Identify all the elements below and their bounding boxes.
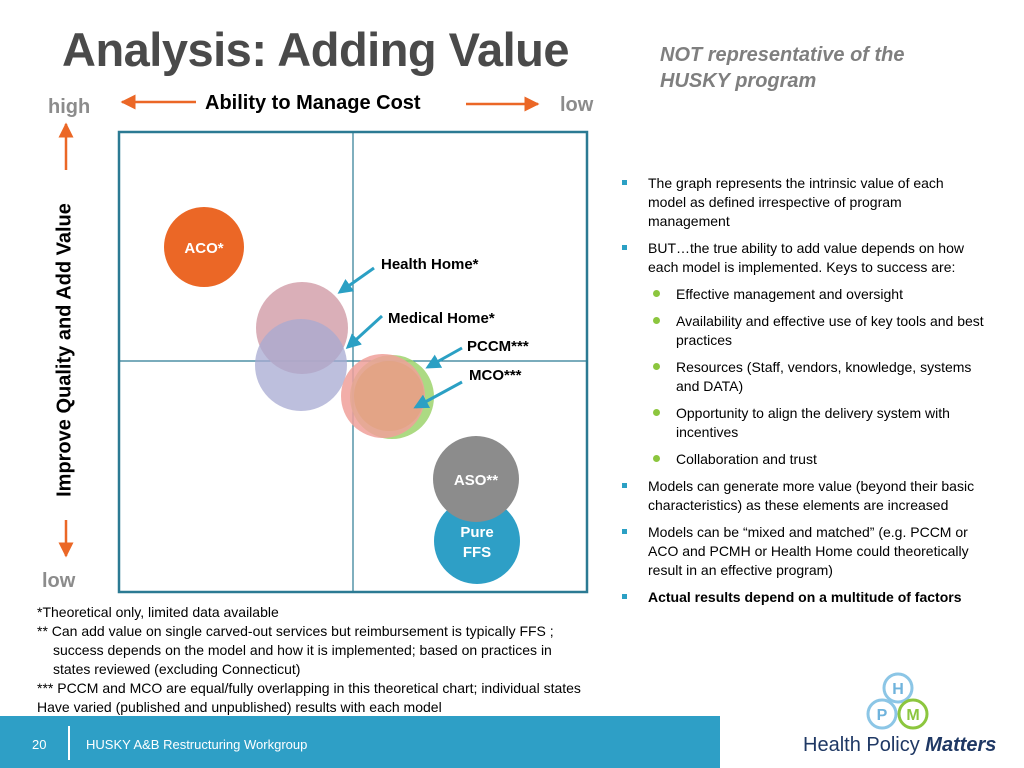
sub-bullet-management: Effective management and oversight bbox=[620, 285, 985, 304]
aco-bubble bbox=[164, 207, 244, 287]
y-axis-low-label: low bbox=[42, 570, 76, 592]
workgroup-name: HUSKY A&B Restructuring Workgroup bbox=[86, 737, 308, 752]
bullet-actual-results: Actual results depend on a multitude of … bbox=[620, 588, 985, 607]
health-home-bubble bbox=[256, 282, 348, 374]
footnote-2-cont-b: states reviewed (excluding Connecticut) bbox=[53, 661, 301, 677]
pccm-pointer bbox=[425, 346, 463, 369]
sub-bullet-alignment: Opportunity to align the delivery system… bbox=[620, 404, 985, 442]
pure-ffs-label-line1: Pure bbox=[460, 524, 493, 541]
footnote-2: ** Can add value on single carved-out se… bbox=[37, 623, 554, 639]
medical-home-label: Medical Home* bbox=[388, 310, 495, 327]
medical-home-pointer bbox=[345, 314, 384, 350]
disclaimer-note: NOT representative of the HUSKY program bbox=[660, 44, 905, 92]
logo-p-letter: P bbox=[877, 707, 888, 724]
footer-separator bbox=[68, 726, 70, 760]
aso-bubble bbox=[433, 436, 519, 522]
footnotes: *Theoretical only, limited data availabl… bbox=[37, 603, 657, 717]
pccm-bubble bbox=[350, 355, 434, 439]
slide-title: Analysis: Adding Value bbox=[62, 23, 570, 76]
logo-m-letter: M bbox=[906, 707, 919, 724]
bullet-intrinsic-value: The graph represents the intrinsic value… bbox=[620, 174, 985, 231]
footnote-3-cont: Have varied (published and unpublished) … bbox=[37, 699, 442, 715]
aco-bubble-label: ACO* bbox=[184, 240, 223, 257]
page-number: 20 bbox=[32, 737, 47, 752]
key-points-list: The graph represents the intrinsic value… bbox=[620, 174, 985, 615]
x-axis-high-label: high bbox=[48, 96, 91, 118]
x-axis-low-label: low bbox=[560, 94, 594, 116]
logo-p-circle bbox=[866, 698, 898, 730]
health-home-pointer bbox=[337, 266, 375, 294]
bullet-more-value: Models can generate more value (beyond t… bbox=[620, 477, 985, 515]
sub-bullet-resources: Resources (Staff, vendors, knowledge, sy… bbox=[620, 358, 985, 396]
quadrant-frame bbox=[117, 130, 589, 594]
hpm-logo-icon: H P M bbox=[866, 672, 929, 730]
pccm-label: PCCM*** bbox=[467, 338, 529, 355]
logo-m-circle bbox=[897, 698, 929, 730]
aso-bubble-label: ASO** bbox=[454, 472, 498, 489]
pure-ffs-label-line2: FFS bbox=[463, 544, 491, 561]
logo-text-health-policy: Health Policy bbox=[803, 734, 920, 756]
x-axis-title: Ability to Manage Cost bbox=[205, 92, 421, 114]
logo-h-circle bbox=[882, 672, 914, 704]
sub-bullet-tools: Availability and effective use of key to… bbox=[620, 312, 985, 350]
footnote-2-cont-a: success depends on the model and how it … bbox=[53, 642, 552, 658]
logo-text-matters: Matters bbox=[925, 734, 997, 756]
mco-pccm-overlap bbox=[354, 361, 424, 431]
y-axis-title-text: Improve Quality and Add Value bbox=[53, 203, 76, 497]
mco-label: MCO*** bbox=[469, 367, 522, 384]
health-home-label: Health Home* bbox=[381, 256, 479, 273]
footnote-3: *** PCCM and MCO are equal/fully overlap… bbox=[37, 680, 581, 696]
mco-pointer bbox=[413, 380, 463, 409]
logo-h-letter: H bbox=[892, 681, 904, 698]
mco-bubble bbox=[341, 354, 425, 438]
bullet-implementation: BUT…the true ability to add value depend… bbox=[620, 239, 985, 277]
bullet-mixed-matched: Models can be “mixed and matched” (e.g. … bbox=[620, 523, 985, 580]
logo-wordmark: Health Policy Matters bbox=[803, 734, 996, 757]
footnote-1: *Theoretical only, limited data availabl… bbox=[37, 604, 279, 620]
sub-bullet-collaboration: Collaboration and trust bbox=[620, 450, 985, 469]
pure-ffs-bubble bbox=[434, 498, 520, 584]
medical-home-bubble bbox=[255, 319, 347, 411]
